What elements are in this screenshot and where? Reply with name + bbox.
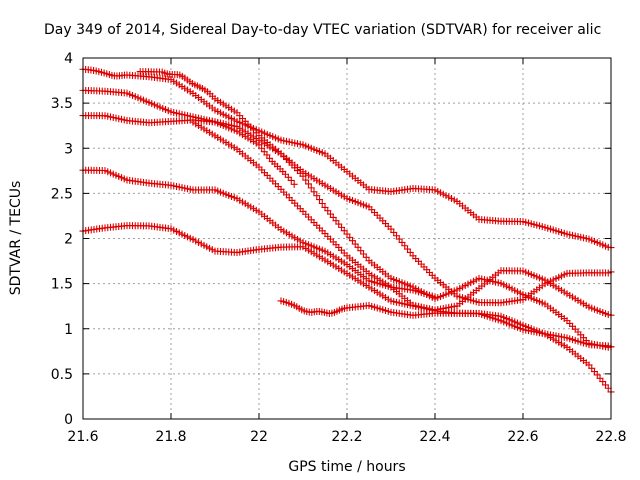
y-tick-label: 0 xyxy=(64,412,73,428)
y-tick-label: 2 xyxy=(64,232,73,248)
x-axis-label: GPS time / hours xyxy=(288,459,405,475)
y-tick-label: 3 xyxy=(64,141,73,157)
data-marks xyxy=(79,65,615,396)
y-tick-label: 0.5 xyxy=(51,367,73,383)
data-point xyxy=(299,172,307,180)
x-tick-label: 22.4 xyxy=(419,429,450,445)
data-point xyxy=(318,199,326,207)
data-point xyxy=(281,170,289,178)
x-tick-label: 22.8 xyxy=(595,429,626,445)
series-track-2 xyxy=(136,68,615,307)
data-point xyxy=(307,184,315,192)
y-tick-label: 2.5 xyxy=(51,186,73,202)
data-point xyxy=(284,173,292,181)
plot-frame xyxy=(82,57,612,420)
x-tick-label: 22 xyxy=(250,429,268,445)
data-point xyxy=(290,180,298,188)
chart-title: Day 349 of 2014, Sidereal Day-to-day VTE… xyxy=(44,22,601,38)
y-tick-label: 3.5 xyxy=(51,96,73,112)
x-tick-label: 21.6 xyxy=(67,429,98,445)
x-tick-label: 22.6 xyxy=(507,429,538,445)
data-point xyxy=(431,293,439,301)
series-track-1 xyxy=(79,65,615,252)
data-point xyxy=(310,188,318,196)
grid-lines xyxy=(83,58,611,419)
tick-labels: 21.6 21.8 22 22.2 22.4 22.6 22.8 0 0.5 1 1.5 2 2.5 3 3… xyxy=(51,51,627,445)
x-tick-label: 21.8 xyxy=(155,429,186,445)
series-track-4 xyxy=(79,112,298,188)
data-point xyxy=(313,192,321,200)
y-axis-label: SDTVAR / TECUs xyxy=(8,181,24,296)
series-track-5 xyxy=(189,118,615,319)
data-point xyxy=(316,196,323,204)
y-tick-label: 4 xyxy=(64,51,73,67)
y-tick-label: 1.5 xyxy=(51,277,73,293)
series-track-6 xyxy=(79,166,439,301)
x-tick-label: 22.2 xyxy=(331,429,362,445)
y-tick-label: 1 xyxy=(64,322,73,338)
data-point xyxy=(302,176,310,184)
data-point xyxy=(305,180,312,188)
data-point xyxy=(287,176,295,184)
